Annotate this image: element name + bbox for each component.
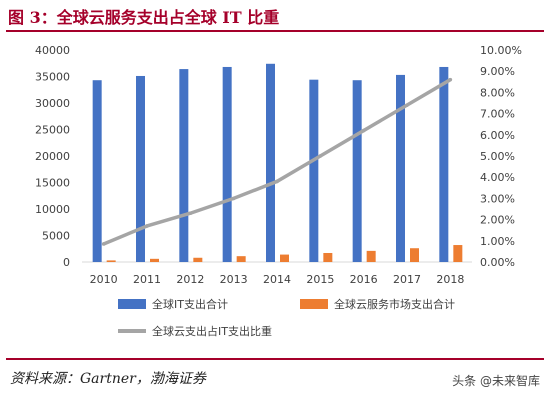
legend-swatch-cloud (300, 299, 328, 309)
line-point (188, 211, 193, 216)
y-left-tick-label: 25000 (35, 124, 70, 137)
y-left-tick-label: 20000 (35, 150, 70, 163)
line-point (361, 128, 366, 133)
bar-cloud-spending (323, 252, 333, 262)
bar-cloud-spending (453, 245, 463, 262)
bar-cloud-spending (280, 254, 289, 262)
x-tick-label: 2016 (350, 273, 378, 286)
x-tick-label: 2011 (133, 273, 161, 286)
line-point (318, 154, 323, 158)
bar-it-spending (92, 80, 102, 263)
title-rule (6, 30, 544, 32)
bar-it-spending (439, 66, 449, 263)
x-tick-label: 2014 (263, 273, 291, 286)
y-right-tick-label: 1.00% (480, 235, 515, 248)
legend-label-it: 全球IT支出合计 (152, 297, 228, 311)
bar-cloud-spending (193, 257, 203, 262)
watermark: 头条 @未来智库 (452, 374, 540, 388)
x-tick-label: 2013 (220, 273, 248, 286)
y-right-tick-label: 9.00% (480, 65, 515, 78)
y-right-tick-label: 5.00% (480, 150, 515, 163)
bar-it-spending (266, 63, 275, 262)
y-left-tick-label: 40000 (35, 44, 70, 57)
y-left-tick-label: 35000 (35, 71, 70, 84)
line-point (448, 77, 453, 82)
x-tick-label: 2010 (90, 273, 118, 286)
x-tick-label: 2015 (306, 273, 334, 286)
line-point (101, 242, 106, 246)
y-right-tick-label: 10.00% (480, 44, 522, 57)
y-left-tick-label: 15000 (35, 177, 70, 190)
legend-label-share: 全球云支出占IT支出比重 (152, 324, 272, 338)
x-tick-label: 2017 (393, 273, 421, 286)
bar-cloud-spending (150, 258, 159, 262)
source-note: 资料来源：Gartner，渤海证券 (10, 371, 206, 387)
y-right-tick-label: 3.00% (480, 192, 515, 205)
line-point (405, 103, 409, 107)
y-left-tick-label: 0 (63, 256, 70, 269)
y-right-tick-label: 2.00% (480, 214, 515, 227)
y-right-tick-label: 4.00% (480, 171, 515, 184)
bar-it-spending (309, 79, 319, 263)
y-left-tick-label: 10000 (35, 203, 70, 216)
bar-cloud-spending (106, 260, 116, 262)
footer-rule (6, 358, 544, 360)
y-right-tick-label: 7.00% (480, 108, 515, 121)
legend-label-cloud: 全球云服务市场支出合计 (334, 297, 455, 311)
x-tick-label: 2012 (176, 273, 204, 286)
x-tick-label: 2018 (436, 273, 464, 286)
line-point (275, 179, 279, 184)
legend-swatch-it (118, 299, 146, 309)
bar-it-spending (179, 69, 189, 262)
y-right-tick-label: 6.00% (480, 129, 515, 142)
figure-title: 图 3：全球云服务支出占全球 IT 比重 (8, 8, 280, 27)
bar-cloud-spending (410, 248, 419, 262)
bar-it-spending (352, 80, 362, 263)
chart-area: 0 5000 10000 15000 20000 25000 30000 35000 40000… (35, 44, 522, 338)
line-point (145, 224, 149, 228)
y-right-tick-label: 8.00% (480, 86, 515, 99)
line-point (231, 196, 236, 201)
y-left-tick-label: 5000 (42, 230, 70, 243)
y-left-tick-label: 30000 (35, 97, 70, 110)
y-right-tick-label: 0.00% (480, 256, 515, 269)
bar-it-spending (222, 66, 232, 263)
bar-it-spending (396, 74, 405, 262)
bar-it-spending (136, 75, 145, 262)
bar-cloud-spending (236, 256, 246, 262)
bar-cloud-spending (366, 250, 376, 262)
